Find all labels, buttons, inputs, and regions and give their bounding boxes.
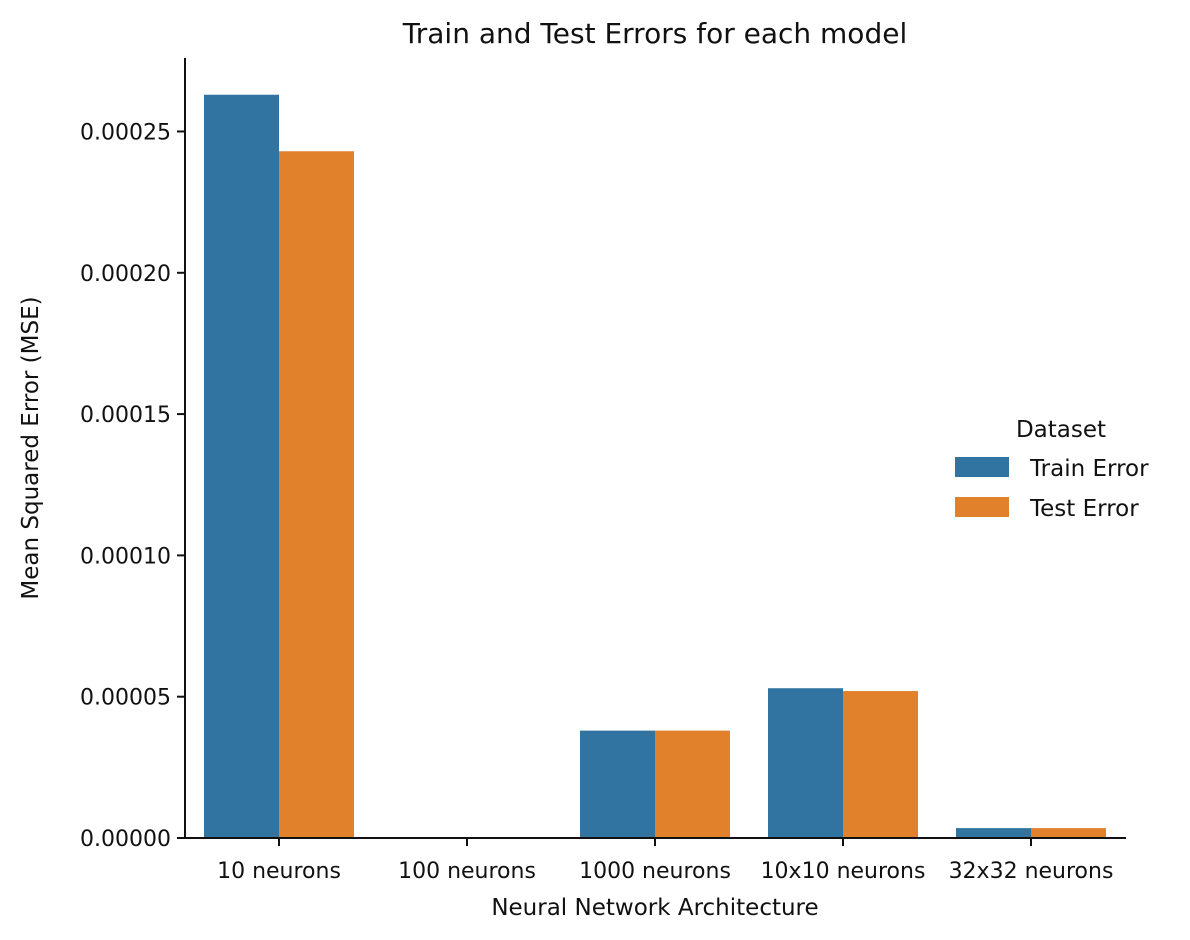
bar-train-error-32x32-neurons	[956, 828, 1031, 838]
bar-train-error-1000-neurons	[580, 730, 655, 838]
y-tick-label: 0.00010	[80, 544, 171, 569]
legend-title: Dataset	[1016, 417, 1106, 443]
x-tick-label-100-neurons: 100 neurons	[398, 859, 536, 884]
x-tick-label-32x32-neurons: 32x32 neurons	[949, 859, 1114, 884]
bar-train-error-10-neurons	[204, 94, 279, 838]
bar-test-error-32x32-neurons	[1031, 828, 1106, 838]
legend-label-test-error: Test Error	[1029, 496, 1139, 522]
y-tick-label: 0.00015	[80, 403, 171, 428]
legend: Dataset Train Error Test Error	[955, 417, 1149, 522]
bars-group	[204, 94, 1106, 838]
y-axis-label: Mean Squared Error (MSE)	[18, 296, 44, 599]
legend-swatch-test-error	[955, 497, 1009, 517]
x-tick-label-10x10-neurons: 10x10 neurons	[761, 859, 926, 884]
x-axis-label: Neural Network Architecture	[491, 895, 818, 921]
y-tick-label: 0.00025	[80, 120, 171, 145]
y-tick-label: 0.00005	[80, 686, 171, 711]
y-ticks-group: 0.00000 0.00005 0.00010 0.00015 0.00020 0.000…	[80, 120, 185, 852]
bar-test-error-10x10-neurons	[843, 691, 918, 838]
y-tick-label: 0.00000	[80, 827, 171, 852]
bar-test-error-10-neurons	[279, 151, 354, 838]
x-tick-label-1000-neurons: 1000 neurons	[579, 859, 731, 884]
y-tick-label: 0.00020	[80, 262, 171, 287]
bar-test-error-1000-neurons	[655, 730, 730, 838]
legend-label-train-error: Train Error	[1029, 456, 1149, 482]
chart-title: Train and Test Errors for each model	[402, 17, 907, 50]
x-ticks-group: 10 neurons 100 neurons 1000 neurons 10x10 n…	[217, 838, 1113, 884]
bar-train-error-10x10-neurons	[768, 688, 843, 838]
legend-swatch-train-error	[955, 457, 1009, 477]
x-tick-label-10-neurons: 10 neurons	[217, 859, 341, 884]
